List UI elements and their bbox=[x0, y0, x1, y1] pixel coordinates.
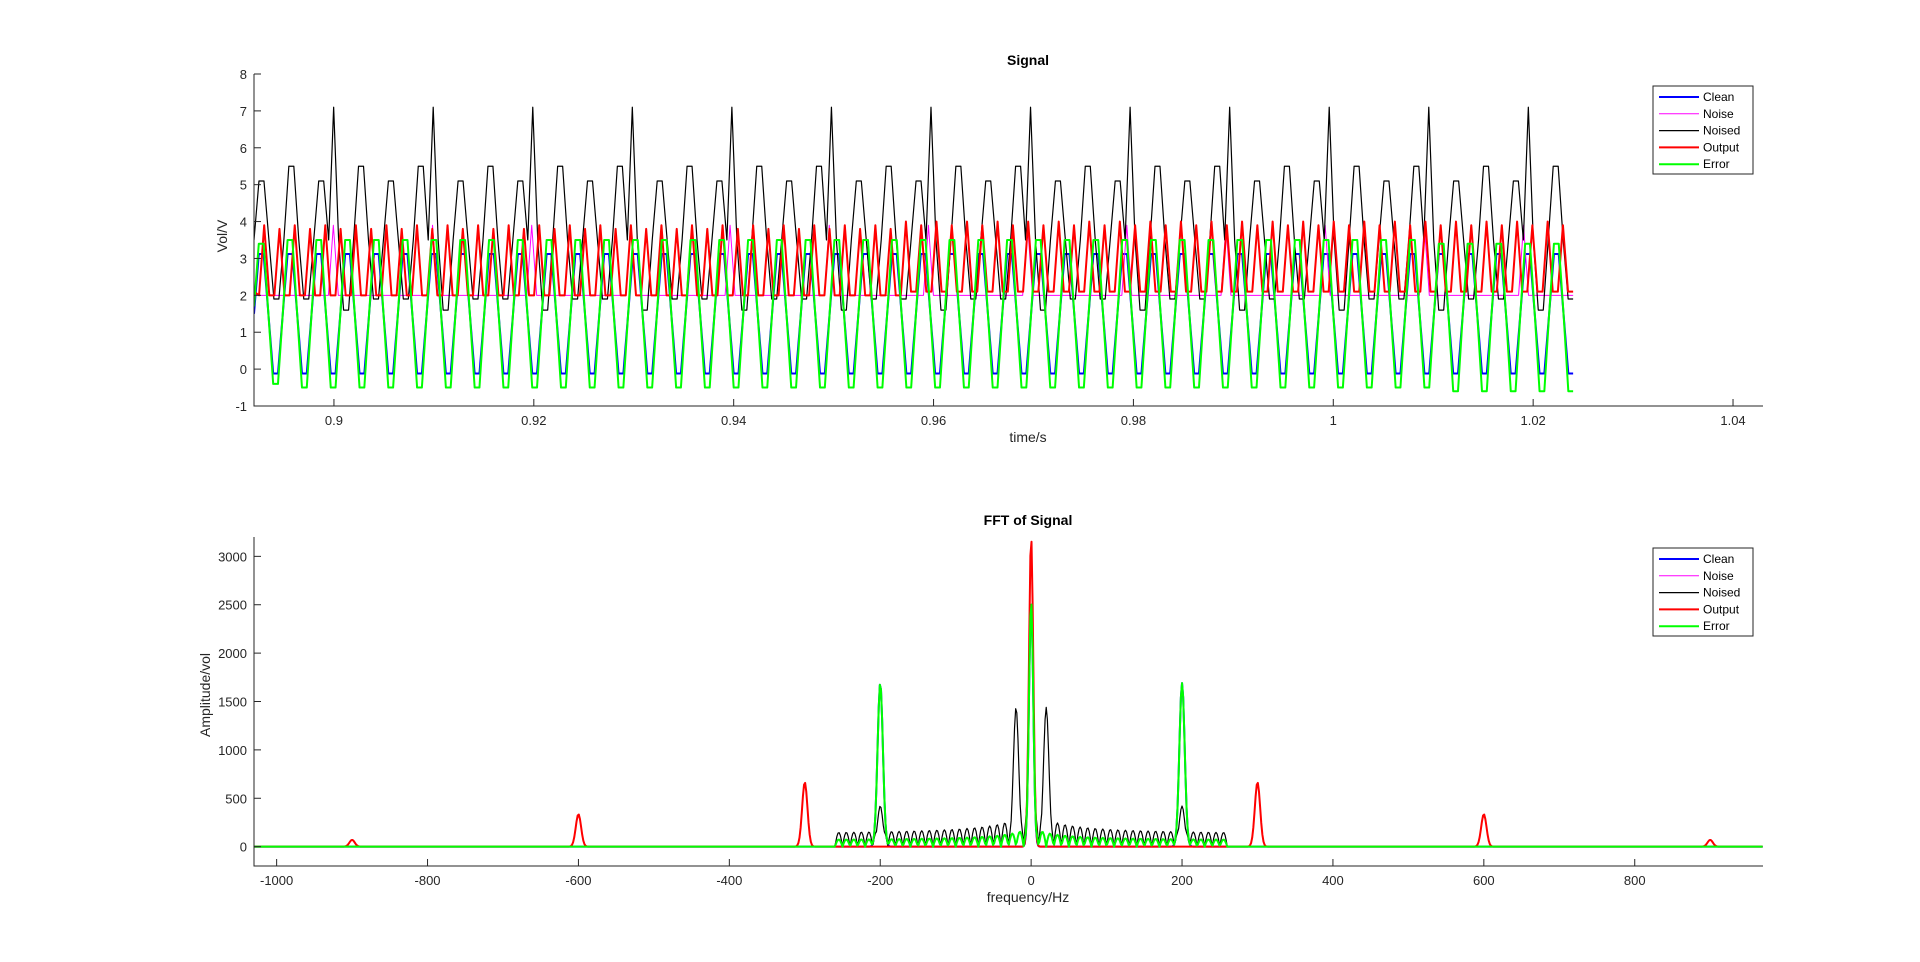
x-tick-label: 1 bbox=[1330, 413, 1337, 428]
signal-xlabel: time/s bbox=[1009, 429, 1046, 445]
y-tick-label: 500 bbox=[225, 791, 247, 806]
signal-axes: 0.9 0.92 0.94 0.96 0.98 1 1.02 1.04 -1 0 1 2 3 4 5 6 7 8 bbox=[235, 67, 1763, 428]
x-tick-label: 0.94 bbox=[721, 413, 746, 428]
fft-axis-frame bbox=[253, 537, 1763, 867]
fft-series-clean bbox=[254, 603, 1763, 848]
x-tick-label: -200 bbox=[867, 873, 893, 888]
x-tick-label: 0.96 bbox=[921, 413, 946, 428]
y-tick-label: 8 bbox=[240, 67, 247, 82]
fft-series-output bbox=[254, 540, 1763, 848]
legend-label-noised: Noised bbox=[1703, 586, 1740, 600]
y-tick-label: 1500 bbox=[218, 695, 247, 710]
signal-series-error bbox=[254, 239, 1574, 393]
x-tick-label: 200 bbox=[1171, 873, 1193, 888]
signal-ylabel: Vol/V bbox=[214, 219, 230, 252]
fft-series-noised bbox=[254, 541, 1763, 848]
y-tick-label: 2000 bbox=[218, 646, 247, 661]
signal-panel: Signal time/s Vol/V 0.9 0.92 0.94 0.96 0.98 1… bbox=[214, 52, 1763, 445]
signal-title: Signal bbox=[1007, 52, 1049, 68]
x-tick-label: 1.04 bbox=[1720, 413, 1745, 428]
y-tick-label: 1 bbox=[240, 325, 247, 340]
y-tick-label: 4 bbox=[240, 215, 247, 230]
fft-xlabel: frequency/Hz bbox=[987, 889, 1069, 905]
legend-label-noise: Noise bbox=[1703, 569, 1734, 583]
y-tick-label: 6 bbox=[240, 141, 247, 156]
y-tick-label: 2 bbox=[240, 288, 247, 303]
x-tick-label: -800 bbox=[415, 873, 441, 888]
x-tick-label: 0 bbox=[1028, 873, 1035, 888]
x-tick-label: -600 bbox=[565, 873, 591, 888]
y-tick-label: 3000 bbox=[218, 549, 247, 564]
legend-label-noise: Noise bbox=[1703, 107, 1734, 121]
x-tick-label: 400 bbox=[1322, 873, 1344, 888]
signal-series-output bbox=[254, 220, 1574, 297]
legend-label-clean: Clean bbox=[1703, 552, 1734, 566]
x-tick-label: 1.02 bbox=[1520, 413, 1545, 428]
legend-label-clean: Clean bbox=[1703, 90, 1734, 104]
x-tick-label: 0.92 bbox=[521, 413, 546, 428]
x-tick-label: -400 bbox=[716, 873, 742, 888]
legend-label-output: Output bbox=[1703, 602, 1740, 616]
fft-panel: FFT of Signal frequency/Hz Amplitude/vol… bbox=[197, 512, 1763, 905]
x-tick-label: 800 bbox=[1624, 873, 1646, 888]
y-tick-label: 2500 bbox=[218, 598, 247, 613]
y-tick-label: 7 bbox=[240, 104, 247, 119]
signal-series-noised bbox=[254, 106, 1574, 311]
x-tick-label: 0.98 bbox=[1121, 413, 1146, 428]
legend-label-error: Error bbox=[1703, 157, 1730, 171]
fft-ylabel: Amplitude/vol bbox=[197, 653, 213, 737]
legend-label-noised: Noised bbox=[1703, 124, 1740, 138]
fft-legend: Clean Noise Noised Output Error bbox=[1652, 547, 1754, 637]
y-tick-label: 1000 bbox=[218, 743, 247, 758]
x-tick-label: -1000 bbox=[260, 873, 293, 888]
y-tick-label: 3 bbox=[240, 251, 247, 266]
signal-series-layer bbox=[254, 106, 1574, 393]
fft-title: FFT of Signal bbox=[984, 512, 1073, 528]
signal-legend: Clean Noise Noised Output Error bbox=[1652, 85, 1754, 175]
legend-label-output: Output bbox=[1703, 140, 1740, 154]
y-tick-label: 0 bbox=[240, 362, 247, 377]
legend-label-error: Error bbox=[1703, 619, 1730, 633]
fft-series-error bbox=[254, 603, 1763, 848]
x-tick-label: 600 bbox=[1473, 873, 1495, 888]
fft-series-noise bbox=[254, 541, 1763, 848]
fft-series-layer bbox=[254, 540, 1763, 848]
y-tick-label: 5 bbox=[240, 178, 247, 193]
y-tick-label: 0 bbox=[240, 840, 247, 855]
fft-axes: -1000 -800 -600 -400 -200 0 200 400 600 800 0 500 10… bbox=[218, 537, 1763, 888]
x-tick-label: 0.9 bbox=[325, 413, 343, 428]
y-tick-label: -1 bbox=[235, 399, 247, 414]
